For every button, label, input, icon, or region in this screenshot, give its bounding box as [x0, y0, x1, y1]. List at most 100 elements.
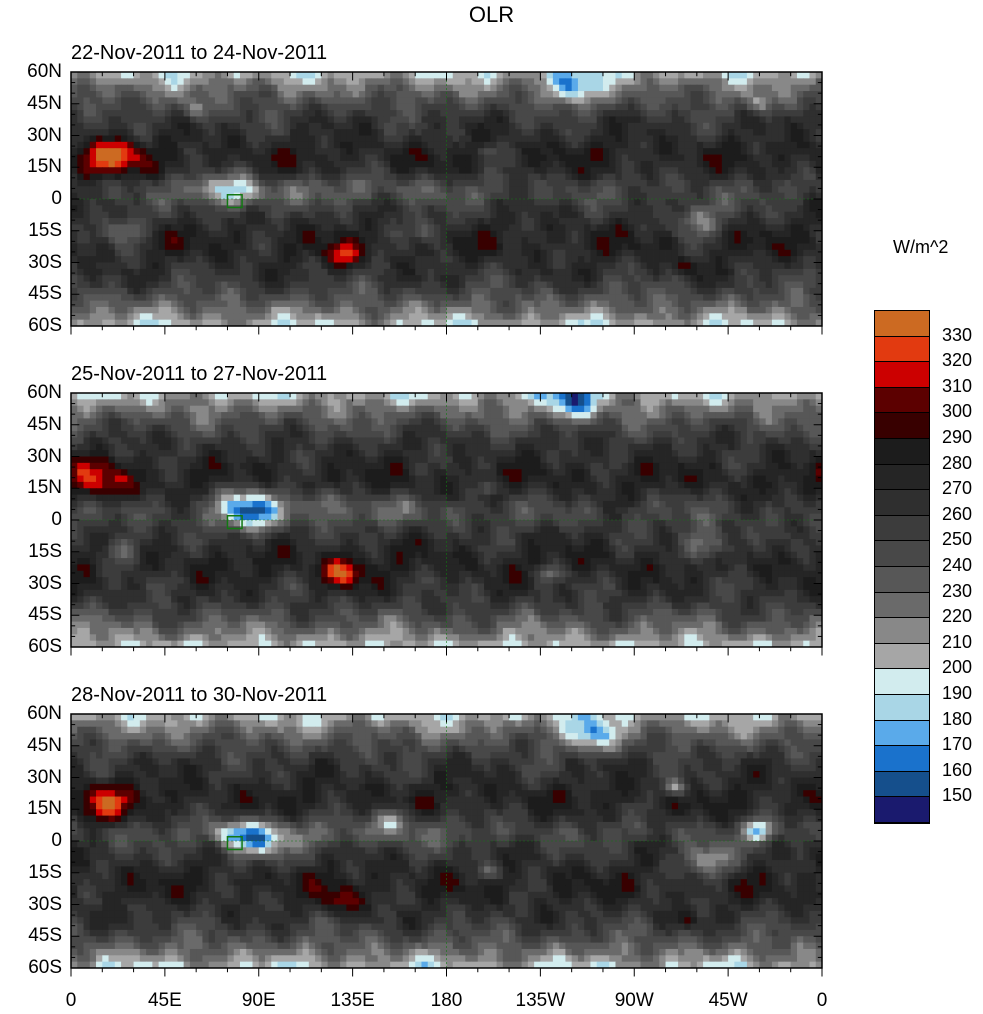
- olr-cell: [139, 173, 147, 181]
- olr-cell: [189, 160, 197, 168]
- olr-cell: [496, 84, 504, 92]
- olr-cell: [490, 122, 497, 130]
- olr-cell: [527, 199, 535, 206]
- olr-cell: [127, 116, 135, 124]
- olr-cell: [308, 319, 316, 327]
- olr-cell: [640, 306, 648, 314]
- olr-cell: [634, 300, 641, 308]
- olr-cell: [152, 97, 160, 105]
- olr-cell: [771, 192, 779, 200]
- olr-cell: [477, 72, 485, 79]
- olr-cell: [208, 110, 216, 117]
- olr-cell: [214, 249, 222, 257]
- olr-cell: [164, 275, 172, 282]
- olr-cell: [152, 294, 160, 302]
- olr-cell: [646, 281, 654, 289]
- olr-cell: [602, 103, 610, 111]
- olr-cell: [627, 110, 635, 117]
- olr-cell: [302, 294, 310, 302]
- olr-cell: [703, 287, 710, 295]
- olr-cell: [784, 91, 792, 98]
- olr-cell: [302, 192, 310, 200]
- olr-cell: [365, 287, 372, 295]
- olr-cell: [164, 72, 172, 79]
- olr-cell: [759, 110, 767, 117]
- olr-cell: [290, 179, 297, 187]
- olr-cell: [214, 237, 222, 244]
- olr-cell: [703, 91, 710, 98]
- olr-cell: [703, 218, 710, 225]
- olr-cell: [759, 179, 767, 187]
- olr-cell: [127, 243, 135, 251]
- olr-cell: [396, 91, 404, 98]
- olr-cell: [402, 199, 410, 206]
- olr-cell: [102, 103, 109, 111]
- olr-cell: [471, 256, 479, 263]
- olr-cell: [684, 281, 691, 289]
- olr-cell: [146, 205, 153, 213]
- olr-cell: [96, 135, 103, 143]
- olr-cell: [352, 281, 360, 289]
- olr-cell: [408, 167, 416, 175]
- olr-cell: [352, 97, 360, 105]
- olr-cell: [346, 281, 354, 289]
- olr-cell: [133, 205, 141, 213]
- olr-cell: [214, 84, 222, 92]
- colorbar-box: [875, 464, 929, 491]
- olr-cell: [527, 294, 535, 302]
- olr-cell: [753, 224, 760, 232]
- olr-cell: [402, 211, 410, 219]
- olr-cell: [396, 268, 404, 276]
- olr-cell: [659, 275, 666, 282]
- olr-cell: [158, 122, 166, 130]
- olr-cell: [696, 110, 704, 117]
- olr-cell: [183, 281, 191, 289]
- olr-cell: [540, 148, 548, 155]
- olr-cell: [540, 167, 548, 175]
- olr-cell: [721, 103, 729, 111]
- olr-cell: [283, 211, 291, 219]
- olr-cell: [102, 135, 109, 143]
- olr-cell: [308, 281, 316, 289]
- olr-cell: [759, 256, 767, 263]
- olr-cell: [396, 167, 404, 175]
- olr-cell: [139, 154, 147, 162]
- olr-cell: [290, 141, 297, 149]
- olr-cell: [321, 256, 329, 263]
- olr-cell: [446, 230, 454, 238]
- olr-cell: [446, 135, 454, 143]
- olr-cell: [340, 122, 347, 130]
- olr-cell: [803, 306, 810, 314]
- lat-tick-label: 30S: [28, 251, 62, 273]
- olr-cell: [759, 160, 767, 168]
- olr-cell: [690, 72, 698, 79]
- olr-cell: [746, 237, 754, 244]
- olr-cell: [352, 91, 360, 98]
- olr-cell: [690, 319, 698, 327]
- olr-cell: [715, 218, 723, 225]
- olr-cell: [565, 129, 573, 136]
- olr-cell: [809, 306, 817, 314]
- olr-cell: [152, 148, 160, 155]
- olr-cell: [377, 91, 385, 98]
- olr-cell: [202, 192, 210, 200]
- olr-cell: [390, 129, 397, 136]
- olr-cell: [765, 192, 773, 200]
- olr-cell: [665, 148, 673, 155]
- olr-cell: [678, 300, 685, 308]
- olr-cell: [302, 268, 310, 276]
- olr-cell: [277, 179, 285, 187]
- olr-cell: [96, 224, 103, 232]
- olr-cell: [358, 78, 366, 86]
- olr-cell: [515, 78, 523, 86]
- olr-cell: [490, 148, 497, 155]
- olr-cell: [252, 167, 260, 175]
- olr-cell: [277, 313, 285, 321]
- olr-cell: [796, 72, 804, 79]
- olr-cell: [246, 179, 253, 187]
- olr-cell: [139, 262, 147, 270]
- olr-cell: [577, 78, 585, 86]
- olr-cell: [133, 256, 141, 263]
- olr-cell: [615, 84, 623, 92]
- olr-cell: [596, 218, 604, 225]
